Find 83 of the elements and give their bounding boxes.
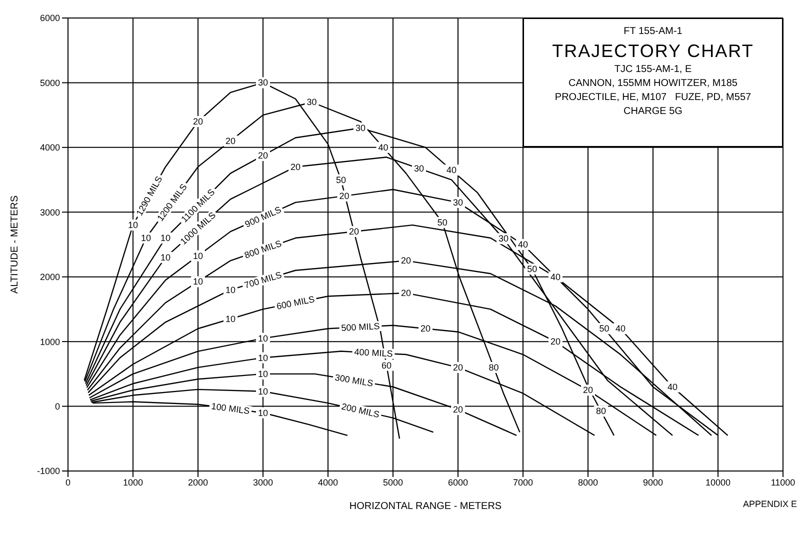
text: 700 MILS [243,270,283,290]
y-axis-title: ALTITUDE - METERS [10,195,21,294]
annotation: 40 [550,272,561,282]
text: 100 MILS [210,401,250,416]
annotation: 10 [160,233,171,244]
annotation: 40 [667,382,678,392]
annotation: 30 [414,163,424,174]
x-tick-label: 0 [65,477,71,488]
x-tick-label: 1000 [122,477,144,488]
annotation: 30 [355,123,366,134]
x-tick-label: 11000 [770,477,796,488]
annotation: 20 [452,404,464,415]
y-tick-label: 0 [54,401,60,412]
annotation: 20 [348,226,360,237]
series-label: 400 MILS [354,346,393,359]
x-axis-title: HORIZONTAL RANGE - METERS [349,501,502,512]
annotation: 10 [192,250,204,261]
annotation: 80 [596,406,606,416]
text: 600 MILS [276,294,316,312]
annotation: 10 [192,276,204,287]
annotation: 40 [446,165,457,176]
y-tick-label: 3000 [40,207,60,218]
annotation: 50 [527,264,538,274]
annotation: 50 [599,324,610,334]
y-tick-label: -1000 [36,466,60,476]
annotation: 20 [452,362,464,372]
annotation: 10 [140,233,152,244]
annotation: 40 [615,324,626,334]
annotation: 20 [420,324,431,334]
annotation: 10 [258,408,268,418]
text: 800 MILS [243,238,283,260]
annotation: 10 [258,352,268,363]
annotation: 10 [128,220,138,230]
chart-title: TRAJECTORY CHART [552,41,754,61]
x-tick-label: 4000 [318,477,338,488]
annotation: 10 [258,333,268,344]
y-tick-label: 5000 [40,78,60,88]
text: 900 MILS [243,204,283,230]
annotation: 40 [518,240,528,250]
annotation: 10 [160,252,171,262]
text: 200 MILS [340,401,380,420]
x-tick-label: 2000 [188,477,208,488]
annotation: 60 [381,360,392,370]
annotation: 20 [582,385,594,396]
annotation: CANNON, 155MM HOWITZER, M185 [568,77,738,91]
annotation: CHARGE 5G [622,105,684,119]
annotation: 40 [378,142,388,152]
annotation: PROJECTILE, HE, M107 FUZE, PD, M557 [554,91,752,105]
x-tick-label: 7000 [512,477,534,488]
annotation: 10 [258,386,268,396]
annotation: 80 [488,362,499,372]
text: APPENDIX E [742,499,797,509]
annotation: 20 [192,116,204,127]
y-tick-label: 4000 [40,142,60,153]
annotation: 30 [306,97,317,108]
y-tick-label: 2000 [40,272,60,282]
annotation: 10 [258,368,268,379]
text: FT 155-AM-1 [624,26,682,37]
annotation: 10 [225,314,236,324]
annotation: 20 [550,336,561,347]
annotation: TJC 155-AM-1, E [613,63,693,77]
x-tick-label: 6000 [448,477,468,488]
y-tick-label: 1000 [40,336,60,347]
annotation: 20 [258,150,268,161]
annotation: 50 [437,217,448,228]
x-tick-label: 3000 [252,477,274,488]
annotation: 20 [400,288,412,298]
y-tick-label: 6000 [40,13,60,24]
x-tick-label: 10000 [705,477,731,488]
x-tick-label: 5000 [382,477,404,488]
x-tick-label: 8000 [578,477,598,488]
text: 300 MILS [334,372,374,388]
annotation: 20 [400,256,412,266]
annotation: 10 [225,284,236,295]
annotation: 50 [336,174,346,185]
annotation: 30 [452,197,464,208]
annotation: 30 [498,234,509,244]
series-label: 500 MILS [341,321,380,333]
annotation: 30 [258,78,268,88]
x-tick-label: 9000 [642,477,664,488]
annotation: 20 [290,162,301,172]
annotation: 20 [225,136,236,146]
annotation: 20 [339,190,350,201]
